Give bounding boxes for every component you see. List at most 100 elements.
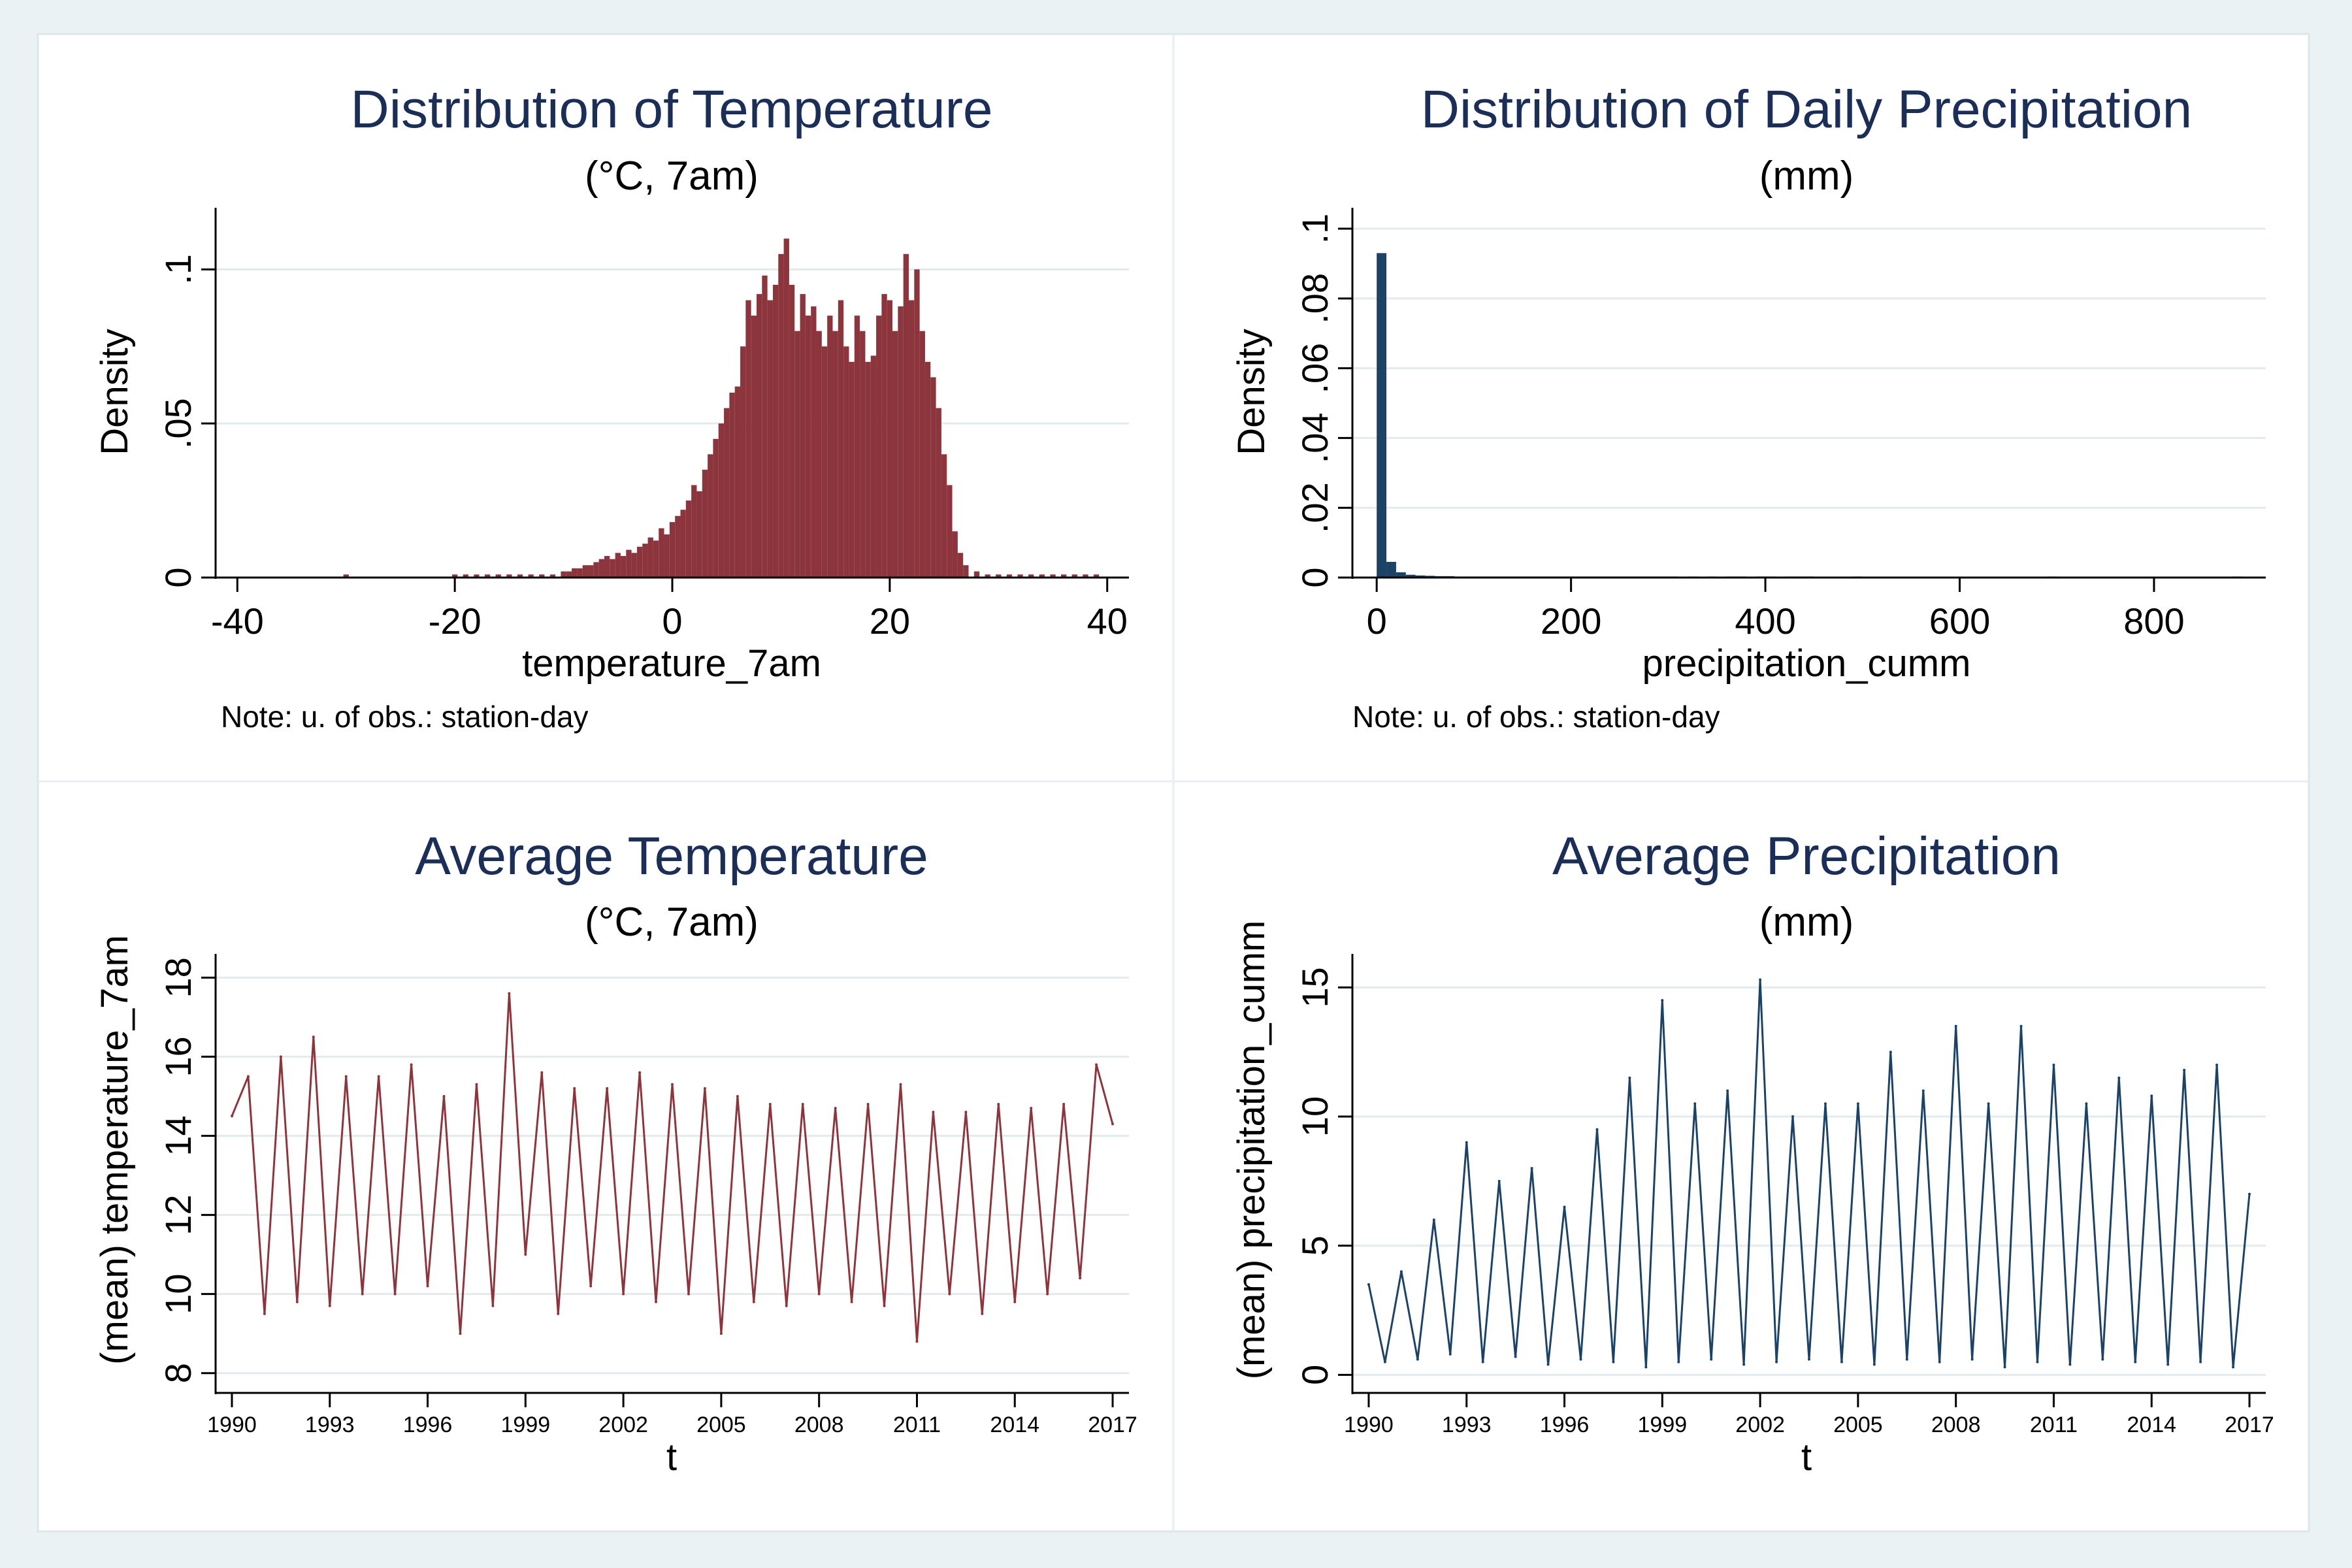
data-point [1905, 1358, 1908, 1361]
data-point [1726, 1089, 1729, 1092]
data-point [801, 1103, 804, 1106]
data-point [279, 1055, 282, 1058]
histogram-bar [539, 574, 545, 578]
histogram-bar [484, 574, 491, 578]
x-tick-label: 1996 [403, 1413, 453, 1437]
y-tick-label: 0 [157, 567, 199, 587]
data-point [1791, 1115, 1795, 1119]
data-point [785, 1304, 788, 1307]
histogram-bar [919, 331, 925, 578]
x-tick-label: 2008 [794, 1413, 844, 1437]
data-point [442, 1094, 446, 1098]
data-point [393, 1292, 397, 1296]
histogram-bar [528, 574, 534, 578]
histogram-bar [870, 355, 877, 578]
histogram-bar [778, 253, 784, 578]
data-point [1808, 1358, 1810, 1361]
data-point [524, 1253, 527, 1256]
y-tick-label: .06 [1294, 343, 1335, 394]
data-point [866, 1103, 870, 1106]
histogram-bar [577, 568, 583, 578]
x-tick-label: 20 [870, 600, 910, 642]
histogram-bar [708, 454, 713, 578]
histogram-bar [1093, 574, 1100, 578]
data-point [834, 1107, 837, 1110]
data-point [344, 1075, 348, 1078]
data-point [2248, 1192, 2251, 1196]
data-point [899, 1083, 902, 1086]
data-point [2003, 1365, 2006, 1369]
data-point [361, 1292, 364, 1296]
data-point [1661, 999, 1664, 1002]
x-tick-label: 200 [1541, 600, 1601, 642]
data-point [1579, 1358, 1582, 1361]
data-point [883, 1304, 886, 1307]
chart-note: Note: u. of obs.: station-day [221, 700, 589, 734]
data-point [1856, 1102, 1859, 1105]
data-point [2052, 1063, 2055, 1066]
histogram-bar [718, 423, 725, 578]
histogram-bar [854, 316, 860, 578]
x-tick-label: 2011 [893, 1413, 941, 1437]
x-tick-label: 0 [662, 600, 682, 642]
panel-average-precipitation: Average Precipitation (mm) 0 5 10 15 1990 199… [1230, 826, 2274, 1478]
x-tick-label: 2014 [2127, 1413, 2176, 1437]
data-point [981, 1312, 984, 1315]
data-point [2117, 1076, 2121, 1079]
histogram-bar [517, 574, 523, 578]
histogram-bar [702, 469, 708, 578]
histogram-bar [963, 565, 969, 578]
x-axis-label: precipitation_cumm [1642, 642, 1971, 685]
x-tick-label: 2005 [696, 1413, 746, 1437]
data-point [328, 1304, 331, 1307]
histogram-bar [924, 361, 931, 578]
panel-precipitation-distribution: Distribution of Daily Precipitation (mm)… [1230, 80, 2266, 734]
histogram-bar [892, 331, 898, 578]
data-point [230, 1115, 233, 1118]
histogram-bar [756, 294, 762, 578]
data-point [312, 1036, 315, 1039]
data-point [1563, 1205, 1566, 1209]
histogram-bar [1050, 574, 1056, 578]
histogram-bar [1006, 574, 1013, 578]
y-tick-label: 12 [157, 1194, 199, 1235]
histogram-bar [936, 408, 941, 578]
x-tick-label: 0 [1367, 600, 1387, 642]
histogram-bar [941, 454, 947, 578]
histogram-bar [620, 555, 627, 578]
data-point [295, 1300, 299, 1303]
data-point [719, 1332, 723, 1335]
data-point [1530, 1167, 1533, 1170]
data-point [2215, 1063, 2219, 1066]
chart-note: Note: u. of obs.: station-day [1352, 700, 1720, 734]
x-tick-label: 2017 [1088, 1413, 1137, 1437]
data-point [964, 1111, 968, 1114]
data-point [997, 1103, 1000, 1106]
histogram-bar [996, 574, 1002, 578]
data-point [1612, 1360, 1615, 1364]
y-axis-label: Density [93, 329, 136, 455]
x-tick-label: 2002 [598, 1413, 648, 1437]
data-point [1416, 1358, 1419, 1361]
histogram-bar [615, 553, 621, 578]
histogram-bar [561, 571, 566, 578]
histogram-bar [751, 316, 757, 578]
data-point [703, 1086, 706, 1090]
x-tick-label: 2017 [2225, 1413, 2274, 1437]
x-tick-label: 1990 [207, 1413, 257, 1437]
data-point [1111, 1122, 1115, 1126]
histogram-bar [832, 331, 838, 578]
histogram-bar [451, 574, 458, 578]
histogram-bar [610, 559, 615, 578]
y-tick-label: 8 [157, 1363, 199, 1383]
x-tick-label: 2005 [1833, 1413, 1883, 1437]
histogram-bar [860, 331, 866, 578]
data-point [2068, 1363, 2072, 1366]
histogram-bar [914, 269, 920, 578]
data-point [1546, 1363, 1550, 1366]
data-point [2166, 1363, 2170, 1366]
data-point [1742, 1363, 1746, 1366]
data-point [557, 1312, 560, 1315]
y-tick-label: 10 [1294, 1096, 1335, 1137]
histogram-bar [816, 331, 822, 578]
